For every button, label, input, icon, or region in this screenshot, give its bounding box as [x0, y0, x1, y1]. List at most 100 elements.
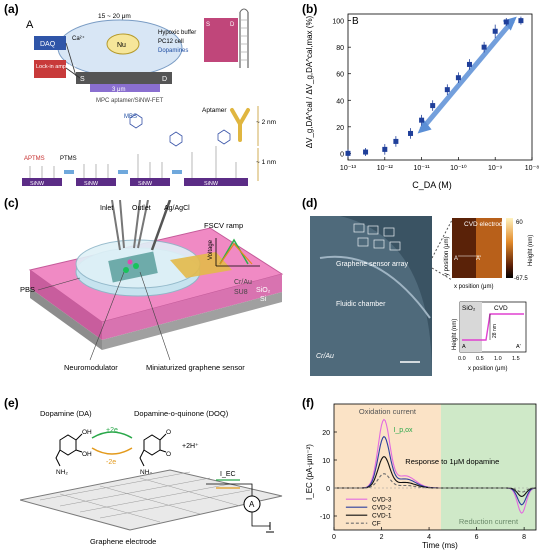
- chart-b-ytick-label: 60: [336, 72, 344, 79]
- dim-3um: 3 μm: [112, 87, 125, 93]
- chart-f-series-cf: [334, 473, 536, 493]
- sensor-array-boxes: [353, 223, 401, 251]
- doq-nh2: NH₂: [140, 469, 152, 476]
- lockin-box: [34, 60, 66, 78]
- chart-f-region-label: Reduction current: [459, 517, 519, 526]
- h-label: +2H⁺: [182, 443, 199, 450]
- chart-b-point: [518, 18, 524, 24]
- prof-tick-0: 0.0: [458, 356, 466, 362]
- chart-b-ytick-label: 0: [340, 151, 344, 158]
- prof-cvd: CVD: [494, 305, 508, 312]
- graphene-sheet: [20, 469, 283, 531]
- chart-b-point: [466, 61, 472, 67]
- chart-f-region-label: Oxidation current: [359, 407, 417, 416]
- si-label: Si: [260, 296, 267, 303]
- chart-b-ytick-label: 100: [332, 19, 344, 26]
- sinw-label-1: SiNW: [30, 181, 45, 187]
- inset-image: [204, 18, 238, 62]
- doq-o2: O: [166, 451, 171, 458]
- panel-a-schematic: A 15 ~ 20 μm Nu Ca²⁺ Hypoxic buffer PC12…: [22, 8, 276, 187]
- panel-a-sublabel: A: [26, 19, 34, 31]
- voltage-label: Voltage: [208, 239, 214, 260]
- agagcl-label: Ag/AgCl: [164, 205, 190, 212]
- sinw-label-4: SiNW: [204, 181, 219, 187]
- chart-f-xtick-label: 0: [332, 534, 336, 541]
- chart-b-ytick-label: 80: [336, 45, 344, 52]
- crau-label-d: Cr/Au: [316, 353, 334, 360]
- cr-au-lead: [170, 252, 232, 278]
- chart-f-ytick-label: -10: [320, 514, 330, 521]
- chart-f-region-oxidation: [334, 404, 441, 530]
- daq-box: [34, 36, 66, 50]
- chart-b-point: [363, 149, 369, 155]
- chart-f-annotation: Response to 1μM dopamine: [405, 457, 499, 466]
- chart-b-xtick-label: 10⁻¹⁰: [450, 164, 467, 172]
- source-label: S: [80, 76, 85, 83]
- sinw-label-3: SiNW: [138, 181, 153, 187]
- ammeter-label: A: [249, 500, 255, 509]
- chart-f-legend-label: CF: [372, 521, 381, 528]
- ammeter-icon: [243, 495, 261, 513]
- chamber-label: Fluidic chamber: [336, 301, 386, 308]
- outlet-label: Outlet: [132, 205, 151, 212]
- aptms-label: APTMS: [24, 156, 45, 162]
- chart-b-ylabel: ΔV_g,DA^cal / ΔV_g,DA^cal,max (%): [305, 15, 314, 148]
- chart-b-xtick-label: 10⁻⁹: [488, 165, 502, 172]
- sinw-bar-4: [184, 178, 248, 186]
- panel-e-schematic: Dopamine (DA) Dopamine-o-quinone (DOQ) O…: [20, 409, 283, 546]
- chart-f-ylabel: I_EC (pA·μm⁻²): [305, 444, 314, 500]
- chart-f-xtick-label: 4: [427, 534, 431, 541]
- afm-a: A: [454, 256, 458, 262]
- doq-o1: O: [166, 429, 171, 436]
- chart-b-xlabel: C_DA (M): [412, 180, 452, 190]
- chart-f-region-reduction: [440, 404, 536, 530]
- inset-s: S: [206, 22, 210, 28]
- chart-b-sublabel: B: [352, 16, 359, 27]
- chart-b-arrow-head-bottom: [417, 119, 432, 134]
- chart-b-point: [345, 150, 351, 156]
- ptms-label: PTMS: [60, 156, 77, 162]
- aptamer-label: Aptamer: [202, 107, 227, 114]
- sio2-label: SiO₂: [256, 287, 271, 294]
- panel-b-chart: B ΔV_g,DA^cal / ΔV_g,DA^cal,max (%) C_DA…: [305, 13, 539, 190]
- afm-xlabel: x position (μm): [454, 284, 493, 290]
- device-label: MPC aptamer/SiNW-FET: [96, 98, 164, 104]
- dim-top: 15 ~ 20 μm: [98, 13, 131, 20]
- chart-b-xtick-label: 10⁻⁸: [525, 165, 539, 172]
- buffer-label: Hypoxic buffer: [158, 30, 196, 36]
- chart-f-frame: [333, 403, 537, 531]
- prof-tick-2: 1.0: [494, 356, 502, 362]
- nucleus: [106, 33, 140, 55]
- prof-tick-1: 0.5: [476, 356, 484, 362]
- panel-f-chart: I_EC (pA·μm⁻²) Time (ms) Oxidation curre…: [305, 403, 537, 550]
- cbar-label: Height (nm): [528, 235, 534, 266]
- prof-tick-3: 1.5: [512, 356, 520, 362]
- cbar-bot: -67.5: [514, 276, 528, 282]
- afm-aprime: A': [476, 256, 481, 262]
- chart-b-point: [444, 87, 450, 93]
- array-label: Graphene sensor array: [336, 261, 408, 268]
- chart-b-ytick-label: 40: [336, 98, 344, 105]
- sensor-chip: [108, 251, 158, 283]
- profile-line: [462, 313, 524, 341]
- chart-b-xtick-label: 10⁻¹¹: [414, 165, 431, 172]
- da-label: Dopamine (DA): [40, 409, 92, 418]
- colorbar: [506, 218, 513, 278]
- cell-label: PC12 cell: [158, 39, 184, 45]
- dopamines-label: Dopamines: [158, 48, 188, 54]
- afm-ylabel: y position (μm): [444, 237, 450, 276]
- panel-label-d: (d): [302, 196, 318, 210]
- sinw-bar-3: [130, 178, 170, 186]
- panel-label-b: (b): [302, 2, 318, 16]
- neuromodulator-label: Neuromodulator: [64, 363, 118, 372]
- chip-bar: [76, 72, 172, 84]
- panel-label-f: (f): [302, 396, 314, 410]
- fscv-label: FSCV ramp: [204, 221, 243, 230]
- minus2e-label: -2e: [106, 459, 116, 466]
- chart-b-trend-arrow: [419, 19, 515, 132]
- drain-label: D: [162, 76, 167, 83]
- inlet-label: Inlet: [100, 205, 113, 212]
- chart-f-ytick-label: 20: [322, 430, 330, 437]
- ion-ca: Ca²⁺: [72, 35, 85, 42]
- dim-2nm: ~ 2 nm: [256, 119, 276, 126]
